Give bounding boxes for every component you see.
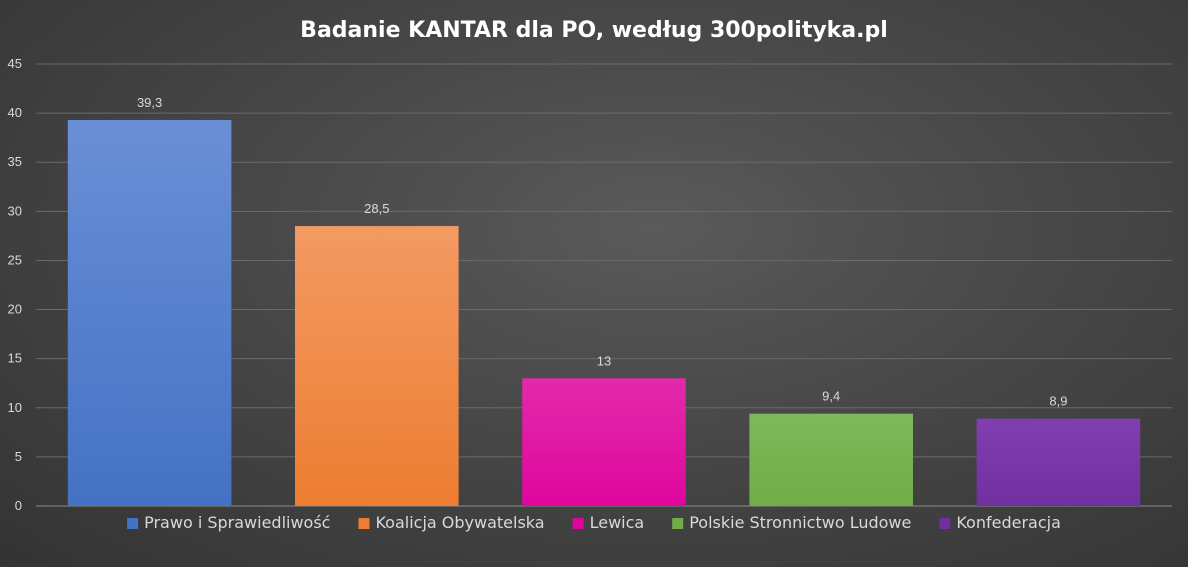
- y-tick-label: 0: [15, 498, 22, 513]
- legend-swatch: [572, 518, 584, 529]
- bar: [522, 378, 686, 506]
- legend-label: Konfederacja: [956, 513, 1061, 532]
- data-label: 9,4: [822, 389, 840, 404]
- y-tick-label: 45: [8, 56, 22, 71]
- y-tick-label: 10: [8, 400, 22, 415]
- chart-title: Badanie KANTAR dla PO, według 300polityk…: [300, 18, 888, 43]
- legend-item: Lewica: [572, 513, 645, 532]
- legend-label: Lewica: [590, 513, 645, 532]
- data-label: 39,3: [137, 95, 162, 110]
- legend-label: Prawo i Sprawiedliwość: [144, 513, 330, 532]
- legend-label: Koalicja Obywatelska: [375, 513, 544, 532]
- bar: [749, 413, 913, 506]
- y-tick-label: 5: [15, 449, 22, 464]
- legend-swatch: [672, 518, 684, 529]
- legend-item: Prawo i Sprawiedliwość: [127, 513, 330, 532]
- legend-item: Koalicja Obywatelska: [358, 513, 545, 532]
- bar: [295, 226, 459, 507]
- legend-item: Polskie Stronnictwo Ludowe: [672, 513, 911, 532]
- data-label: 28,5: [364, 201, 389, 216]
- data-label: 8,9: [1049, 394, 1067, 409]
- legend-item: Konfederacja: [939, 513, 1061, 532]
- legend-swatch: [358, 518, 370, 529]
- legend-swatch: [127, 518, 139, 529]
- legend-label: Polskie Stronnictwo Ludowe: [689, 513, 911, 532]
- data-labels: 39,3 28,5 13 9,4 8,9: [137, 95, 1067, 409]
- y-tick-label: 15: [8, 351, 22, 366]
- bar: [976, 418, 1141, 506]
- y-tick-label: 40: [8, 105, 22, 120]
- y-tick-label: 25: [8, 252, 22, 267]
- legend-swatch: [939, 518, 951, 529]
- y-tick-label: 35: [8, 154, 22, 169]
- data-label: 13: [597, 353, 611, 368]
- bar: [67, 119, 232, 506]
- legend: Prawo i Sprawiedliwość Koalicja Obywatels…: [127, 513, 1061, 532]
- y-tick-label: 30: [8, 203, 22, 218]
- y-axis-tick-labels: 0 5 10 15 20 25 30 35 40 45: [8, 56, 22, 513]
- y-tick-label: 20: [8, 302, 22, 317]
- bars: [67, 119, 1141, 507]
